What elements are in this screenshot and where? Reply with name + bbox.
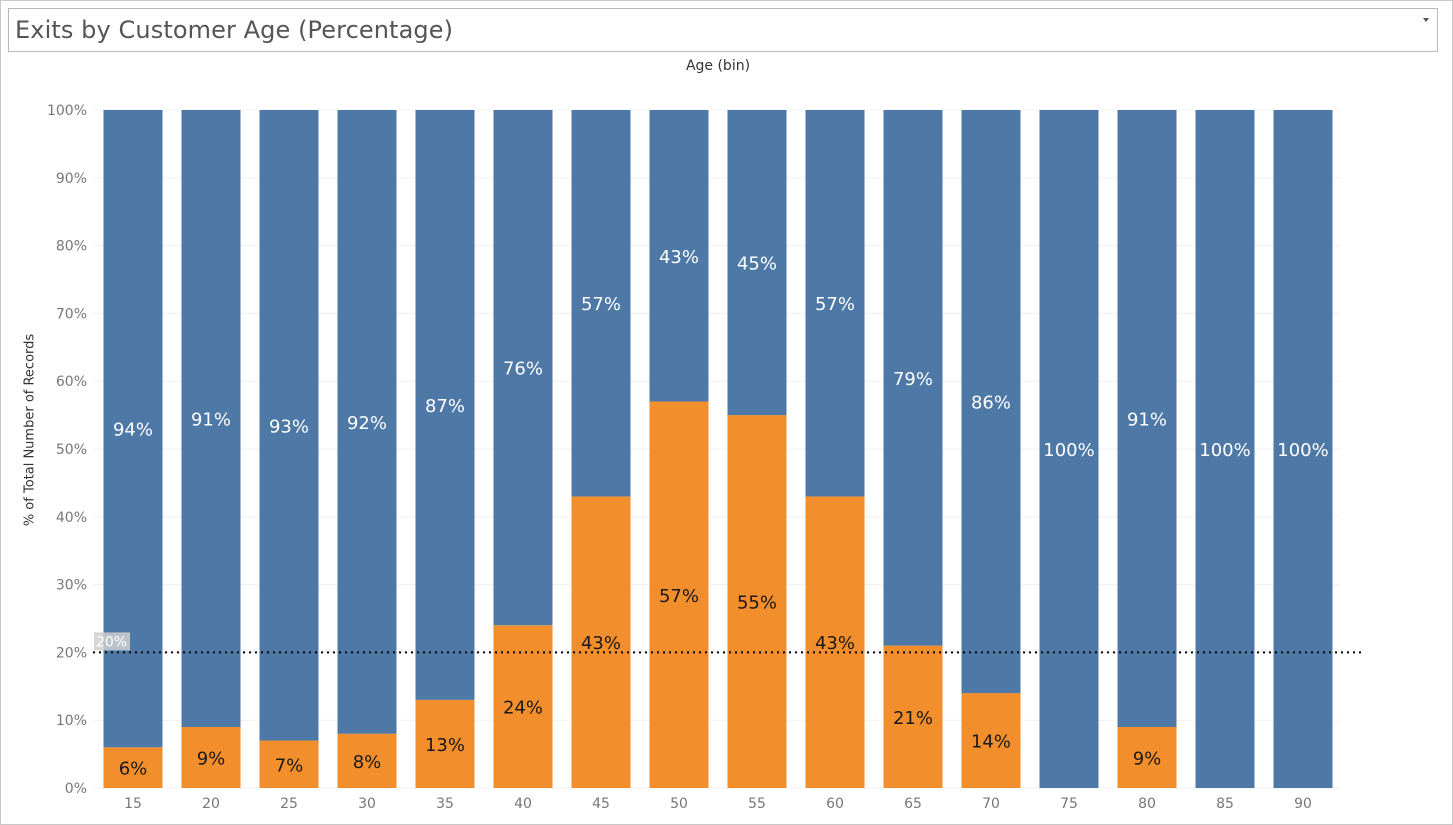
y-tick-label: 30% [56,578,87,594]
x-tick-label: 15 [124,796,142,812]
data-label: 91% [1127,409,1167,430]
x-tick-label: 20 [202,796,220,812]
data-label: 86% [971,393,1011,414]
y-tick-label: 0% [65,781,87,797]
data-label: 57% [815,294,855,315]
bar-segment-retained [1195,110,1255,788]
bar-segment-retained [337,110,397,734]
bar-segment-exited [883,645,943,788]
bar-segment-retained [961,110,1021,694]
bar-segment-retained [883,110,943,646]
bar-segment-retained [493,110,553,626]
bar-segment-retained [649,110,709,402]
bar-segment-retained [259,110,319,741]
data-label: 100% [1043,440,1094,461]
x-tick-label: 65 [904,796,922,812]
data-label: 79% [893,369,933,390]
x-tick-label: 70 [982,796,1000,812]
data-label: 76% [503,359,543,380]
data-label: 9% [197,748,226,769]
data-label: 55% [737,593,777,614]
page-title: Exits by Customer Age (Percentage) [15,16,454,44]
data-label: 13% [425,735,465,756]
data-label: 6% [119,759,148,780]
x-tick-label: 55 [748,796,766,812]
bar-segment-exited [493,625,553,788]
bar-segment-exited [337,733,397,788]
bar-segment-exited [727,415,787,788]
data-label: 24% [503,698,543,719]
data-label: 43% [581,633,621,654]
bar-segment-retained [1039,110,1099,788]
data-label: 9% [1133,748,1162,769]
bar-segment-exited [103,747,163,788]
data-label: 57% [659,586,699,607]
data-label: 14% [971,732,1011,753]
y-tick-label: 50% [56,442,87,458]
data-label: 45% [737,254,777,275]
data-label: 93% [269,416,309,437]
data-label: 8% [353,752,382,773]
x-tick-label: 40 [514,796,532,812]
x-tick-label: 45 [592,796,610,812]
y-tick-label: 70% [56,306,87,322]
x-tick-label: 35 [436,796,454,812]
reference-line-label: 20% [96,634,127,650]
x-tick-label: 50 [670,796,688,812]
worksheet-title-box: Exits by Customer Age (Percentage) [8,8,1438,52]
data-label: 7% [275,755,304,776]
x-tick-label: 80 [1138,796,1156,812]
data-label: 87% [425,396,465,417]
data-label: 100% [1277,440,1328,461]
data-label: 92% [347,413,387,434]
y-tick-label: 60% [56,374,87,390]
data-label: 43% [815,633,855,654]
x-tick-label: 90 [1294,796,1312,812]
x-axis-header: Age (bin) [685,58,751,74]
data-label: 21% [893,708,933,729]
y-tick-label: 100% [47,103,87,119]
bar-segment-retained [805,110,865,497]
y-tick-label: 80% [56,239,87,255]
bar-segment-exited [961,693,1021,788]
x-tick-label: 75 [1060,796,1078,812]
bar-segment-exited [571,496,631,788]
x-tick-label: 60 [826,796,844,812]
y-tick-label: 40% [56,510,87,526]
bar-segment-retained [571,110,631,497]
bar-segment-exited [415,699,475,788]
bar-segment-retained [415,110,475,700]
y-tick-label: 90% [56,171,87,187]
bar-segment-exited [259,740,319,788]
x-tick-label: 30 [358,796,376,812]
reference-line-label-bg [94,632,130,651]
x-tick-label: 25 [280,796,298,812]
data-label: 91% [191,409,231,430]
bar-segment-exited [805,496,865,788]
bar-segment-retained [1117,110,1177,727]
bar-segment-exited [1117,726,1177,788]
y-tick-label: 20% [56,645,87,661]
data-label: 100% [1199,440,1250,461]
x-tick-label: 85 [1216,796,1234,812]
data-label: 43% [659,247,699,268]
bar-segment-retained [727,110,787,416]
bar-segment-retained [1273,110,1333,788]
bar-segment-retained [181,110,241,727]
y-tick-label: 10% [56,713,87,729]
bar-segment-exited [181,726,241,788]
bar-segment-exited [649,401,709,788]
data-label: 57% [581,294,621,315]
data-label: 94% [113,420,153,441]
chevron-down-icon[interactable] [1423,18,1429,22]
